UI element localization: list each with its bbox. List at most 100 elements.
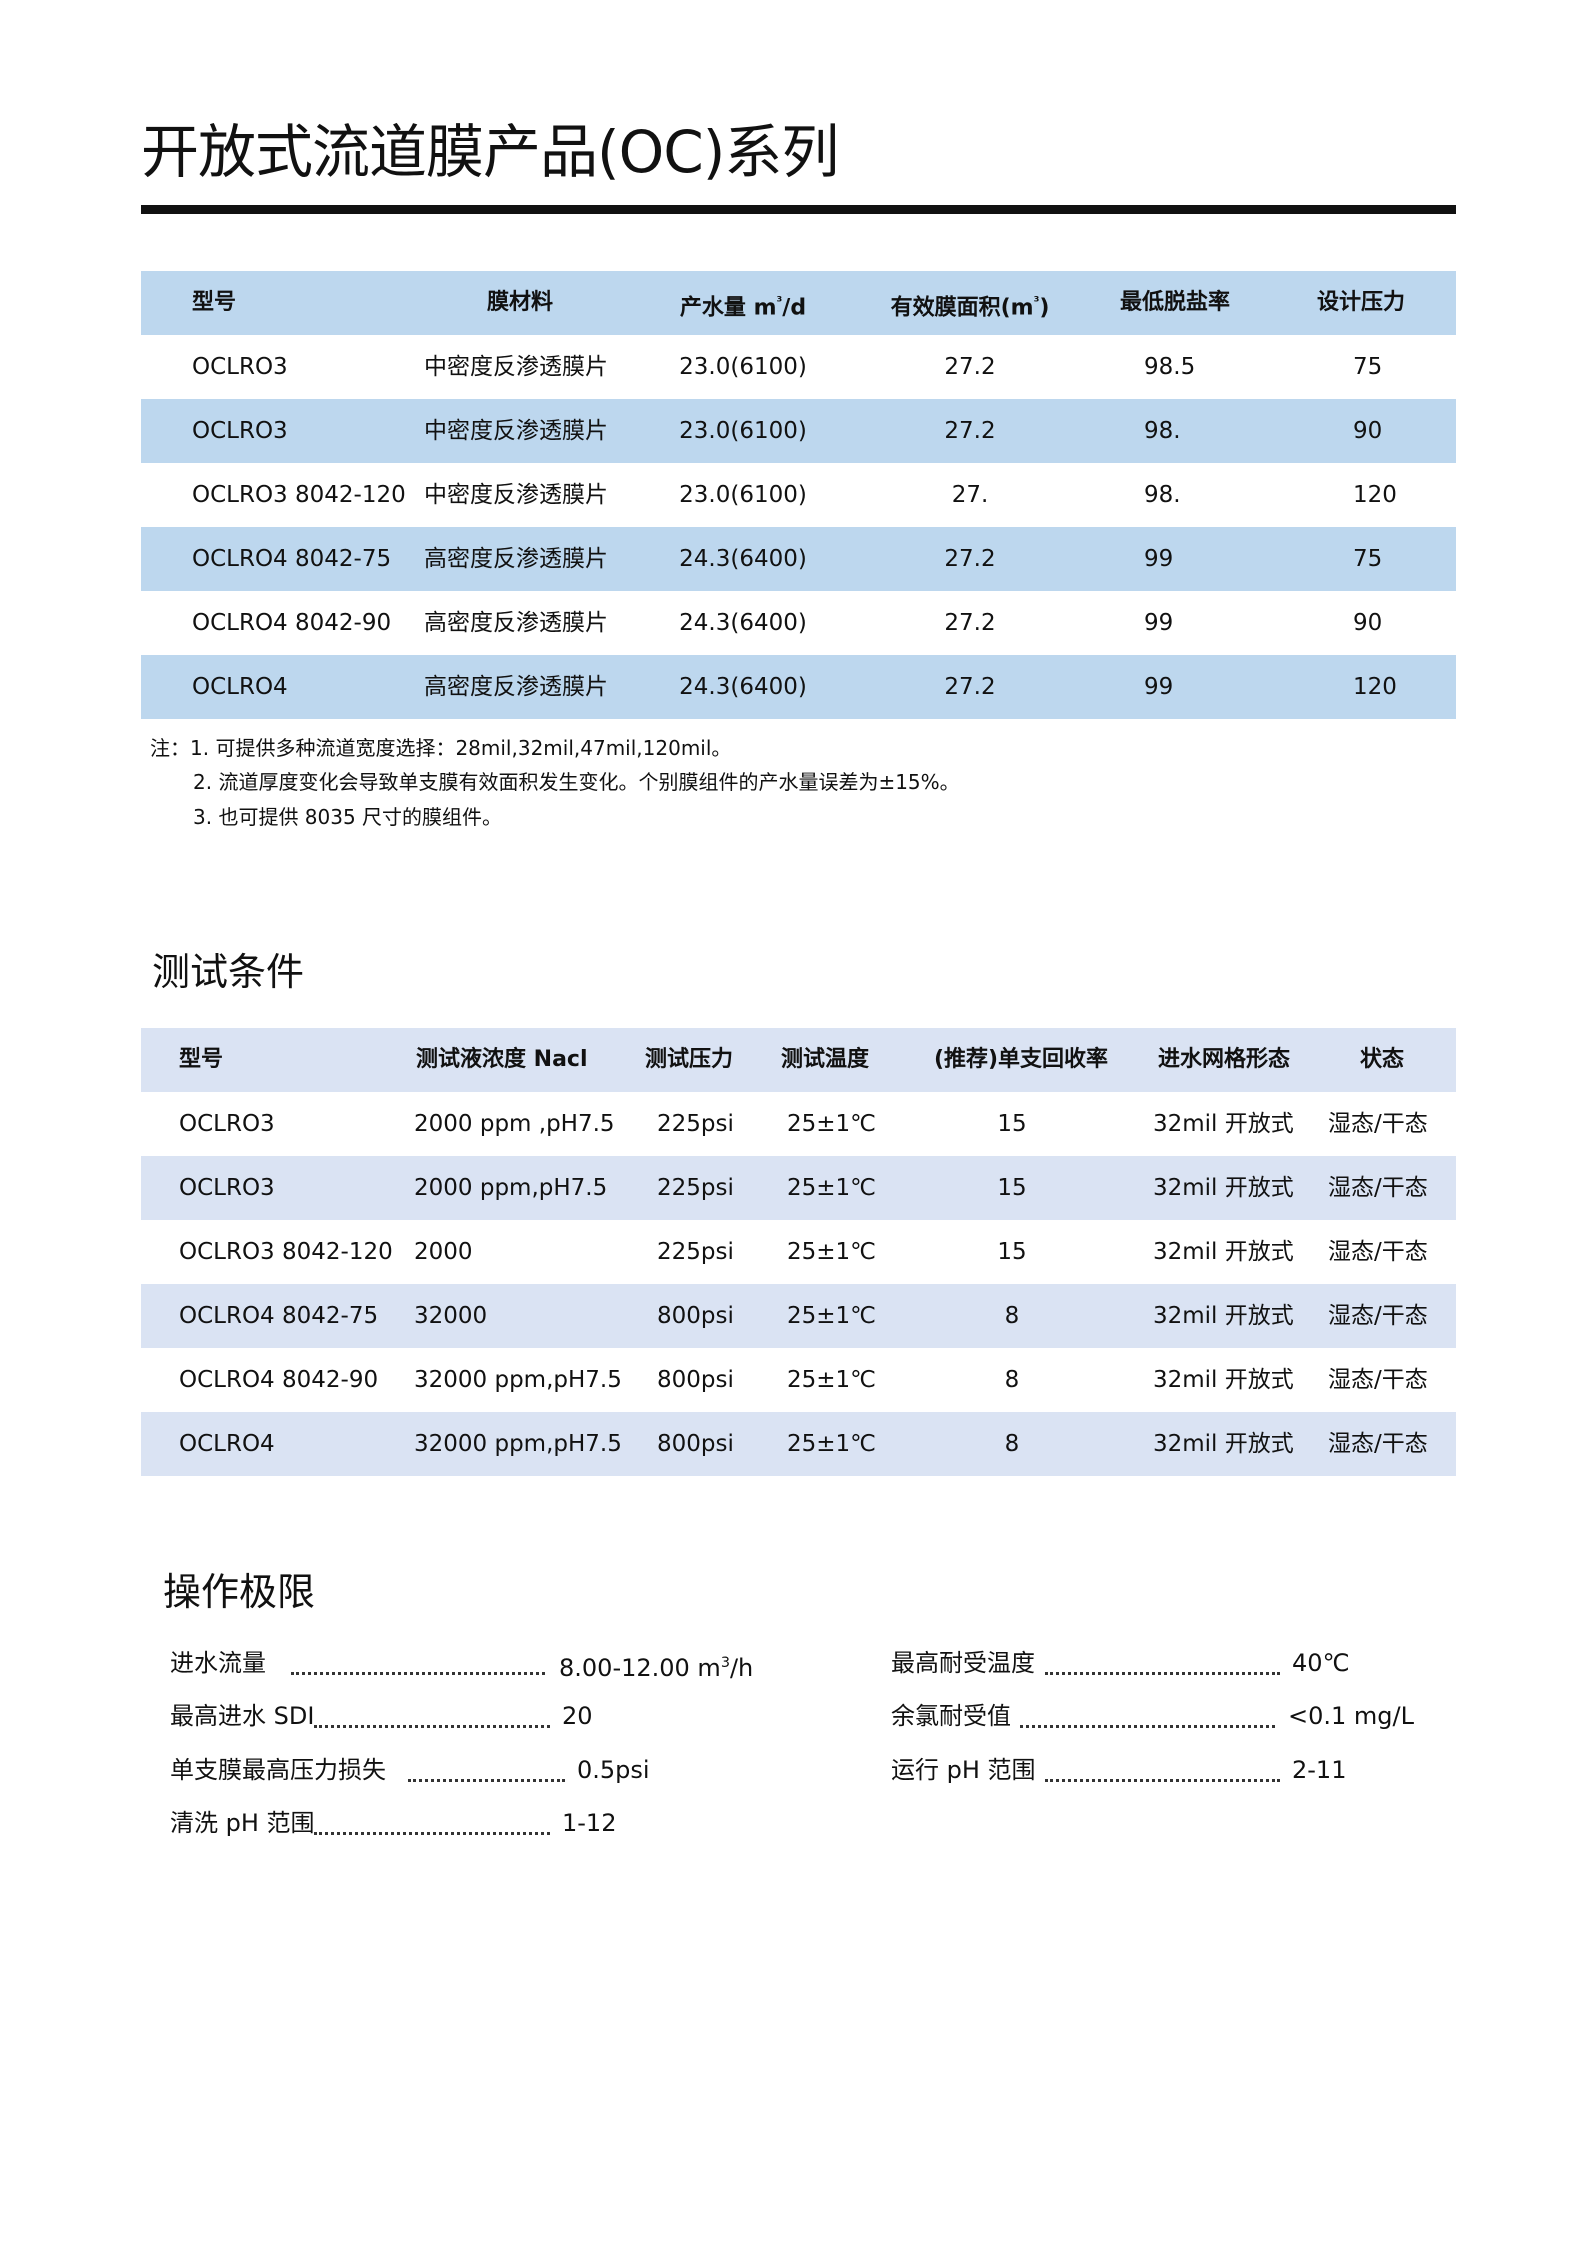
cell: OCLRO4 8042-75	[179, 1303, 379, 1329]
page-title: 开放式流道膜产品(OC)系列	[141, 118, 839, 186]
limit-label: 清洗 pH 范围	[170, 1809, 315, 1837]
dot-leader	[1045, 1779, 1280, 1782]
header-flow: 产水量 m³/d	[680, 271, 806, 340]
cell: OCLRO3	[179, 1175, 275, 1201]
cell: 120	[1353, 674, 1397, 700]
header-area-text: 有效膜面积(m	[890, 295, 1034, 321]
table-row: OCLRO4 8042-90 32000 ppm,pH7.5 800psi 25±1℃…	[141, 1348, 1456, 1412]
cell: OCLRO4	[192, 674, 288, 700]
header-flow-text: 产水量 m	[679, 295, 777, 321]
cell: 高密度反渗透膜片	[424, 610, 608, 636]
dot-leader	[1045, 1672, 1280, 1675]
cell: 120	[1353, 482, 1397, 508]
title-rule	[141, 205, 1456, 214]
cell: OCLRO4	[179, 1431, 275, 1457]
cell: 32000 ppm,pH7.5	[414, 1367, 622, 1393]
table-row: OCLRO4 32000 ppm,pH7.5 800psi 25±1℃ 8 32mil 开…	[141, 1412, 1456, 1476]
cell: OCLRO3	[179, 1111, 275, 1137]
limit-label: 余氯耐受值	[891, 1702, 1011, 1730]
note-1: 注：1. 可提供多种流道宽度选择：28mil,32mil,47mil,120mi…	[150, 736, 732, 760]
cell: 25±1℃	[787, 1111, 877, 1137]
dot-leader	[291, 1672, 545, 1675]
limit-value-text: 1-12	[562, 1809, 617, 1837]
limit-value: 2-11	[1292, 1756, 1347, 1784]
cell: 15	[997, 1175, 1027, 1201]
cell: 23.0(6100)	[679, 354, 807, 380]
cell: 湿态/干态	[1328, 1239, 1428, 1265]
cell: OCLRO3 8042-120	[179, 1239, 393, 1265]
table-row: OCLRO4 高密度反渗透膜片 24.3(6400) 27.2 99 120	[141, 655, 1456, 719]
cell: 25±1℃	[787, 1303, 877, 1329]
test-table: 型号 测试液浓度 Nacl 测试压力 测试温度 (推荐)单支回收率 进水网格形态…	[141, 1028, 1456, 1476]
cell: 27.2	[944, 610, 996, 636]
cell: OCLRO3	[192, 354, 288, 380]
cell: 90	[1353, 418, 1383, 444]
cell: 32000 ppm,pH7.5	[414, 1431, 622, 1457]
cell: 32mil 开放式	[1153, 1431, 1294, 1457]
cell: 2000 ppm ,pH7.5	[414, 1111, 615, 1137]
cell: 8	[1004, 1431, 1020, 1457]
cell: 湿态/干态	[1328, 1111, 1428, 1137]
cell: 75	[1353, 354, 1383, 380]
cell: 高密度反渗透膜片	[424, 546, 608, 572]
limit-label: 进水流量	[170, 1649, 266, 1677]
cell: 99	[1144, 674, 1174, 700]
cell: 中密度反渗透膜片	[424, 354, 608, 380]
header-state: 状态	[1359, 1047, 1405, 1072]
limit-label: 单支膜最高压力损失	[170, 1756, 386, 1784]
dot-leader	[314, 1725, 550, 1728]
cell: 225psi	[657, 1239, 734, 1265]
cell: 32mil 开放式	[1153, 1175, 1294, 1201]
header-model: 型号	[192, 290, 237, 315]
cell: 23.0(6100)	[679, 482, 807, 508]
cell: OCLRO3 8042-120	[192, 482, 406, 508]
header-flow-sup: ³	[776, 295, 783, 310]
header-pressure: 测试压力	[645, 1047, 734, 1072]
cell: 32mil 开放式	[1153, 1111, 1294, 1137]
limit-value-sup: 3	[720, 1655, 730, 1671]
limit-label: 运行 pH 范围	[891, 1756, 1036, 1784]
cell: 湿态/干态	[1328, 1367, 1428, 1393]
limit-value: <0.1 mg/L	[1288, 1702, 1414, 1730]
header-area-close: )	[1039, 295, 1050, 321]
cell: 27.2	[944, 674, 996, 700]
cell: 90	[1353, 610, 1383, 636]
cell: 湿态/干态	[1328, 1431, 1428, 1457]
header-concentration: 测试液浓度 Nacl	[416, 1047, 588, 1072]
cell: 24.3(6400)	[679, 546, 807, 572]
cell: OCLRO3	[192, 418, 288, 444]
cell: 8	[1004, 1367, 1020, 1393]
cell: 225psi	[657, 1111, 734, 1137]
table-row: OCLRO4 8042-75 高密度反渗透膜片 24.3(6400) 27.2 99 75	[141, 527, 1456, 591]
cell: 32mil 开放式	[1153, 1367, 1294, 1393]
dot-leader	[314, 1832, 550, 1835]
cell: 中密度反渗透膜片	[424, 482, 608, 508]
limit-label: 最高进水 SDI	[170, 1702, 315, 1730]
cell: 75	[1353, 546, 1383, 572]
cell: 27.2	[944, 546, 996, 572]
table-row: OCLRO3 2000 ppm ,pH7.5 225psi 25±1℃ 15 32mil …	[141, 1092, 1456, 1156]
cell: 湿态/干态	[1328, 1303, 1428, 1329]
table-row: OCLRO4 8042-90 高密度反渗透膜片 24.3(6400) 27.2 99 90	[141, 591, 1456, 655]
limit-value: 8.00-12.00 m3/h	[559, 1645, 753, 1686]
note-2: 2. 流道厚度变化会导致单支膜有效面积发生变化。个别膜组件的产水量误差为±15%…	[193, 770, 960, 794]
cell: 15	[997, 1239, 1027, 1265]
limit-value-text: 0.5psi	[577, 1756, 650, 1784]
table-header: 型号 膜材料 产水量 m³/d 有效膜面积(m³) 最低脱盐率 设计压力	[141, 271, 1456, 335]
note-3: 3. 也可提供 8035 尺寸的膜组件。	[193, 805, 503, 829]
limit-value: 20	[562, 1698, 593, 1734]
limit-label: 最高耐受温度	[891, 1649, 1035, 1677]
cell: 中密度反渗透膜片	[424, 418, 608, 444]
cell: 32mil 开放式	[1153, 1303, 1294, 1329]
cell: OCLRO4 8042-90	[192, 610, 392, 636]
cell: 25±1℃	[787, 1175, 877, 1201]
cell: 99	[1144, 610, 1174, 636]
cell: 8	[1004, 1303, 1020, 1329]
header-rejection: 最低脱盐率	[1119, 290, 1231, 315]
cell: 24.3(6400)	[679, 610, 807, 636]
table-row: OCLRO3 2000 ppm,pH7.5 225psi 25±1℃ 15 32mil 开…	[141, 1156, 1456, 1220]
header-recovery: (推荐)单支回收率	[933, 1047, 1109, 1072]
header-flow-unit: /d	[782, 295, 807, 321]
cell: 2000	[414, 1239, 473, 1265]
cell: OCLRO4 8042-90	[179, 1367, 379, 1393]
